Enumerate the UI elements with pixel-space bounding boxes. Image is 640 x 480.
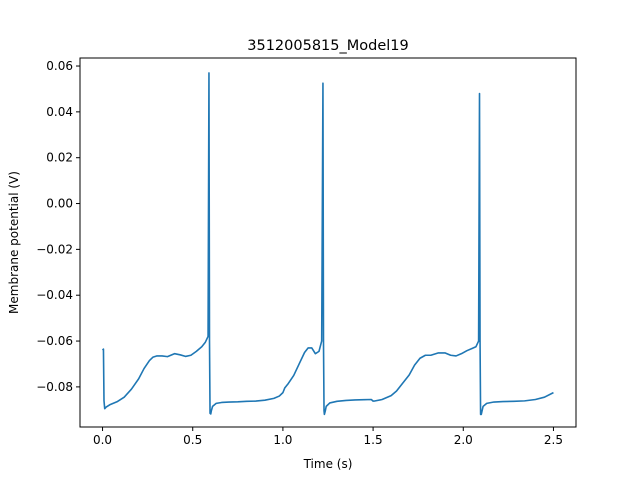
x-axis-ticks: 0.0 0.5 1.0 1.5 2.0 2.5 xyxy=(93,427,563,447)
x-tick-label: 0.5 xyxy=(183,433,202,447)
x-tick-label: 2.0 xyxy=(454,433,473,447)
y-tick-label: −0.04 xyxy=(36,288,73,302)
x-tick-label: 2.5 xyxy=(544,433,563,447)
y-tick-label: 0.00 xyxy=(46,197,73,211)
y-axis-ticks: 0.06 0.04 0.02 0.00 −0.02 −0.04 −0.06 −0.08 xyxy=(36,59,80,394)
y-tick-label: 0.04 xyxy=(46,105,73,119)
y-tick-label: 0.06 xyxy=(46,59,73,73)
y-tick-label: 0.02 xyxy=(46,151,73,165)
x-tick-label: 1.5 xyxy=(364,433,383,447)
y-tick-label: −0.08 xyxy=(36,380,73,394)
y-tick-label: −0.02 xyxy=(36,242,73,256)
x-tick-label: 1.0 xyxy=(273,433,292,447)
series-line-0 xyxy=(101,72,554,416)
y-axis-label: Membrane potential (V) xyxy=(7,171,21,314)
plot-frame xyxy=(79,57,577,428)
chart-title: 3512005815_Model19 xyxy=(247,38,409,54)
x-axis-label: Time (s) xyxy=(303,457,353,471)
plot-area xyxy=(101,72,554,416)
y-tick-label: −0.06 xyxy=(36,334,73,348)
x-tick-label: 0.0 xyxy=(93,433,112,447)
